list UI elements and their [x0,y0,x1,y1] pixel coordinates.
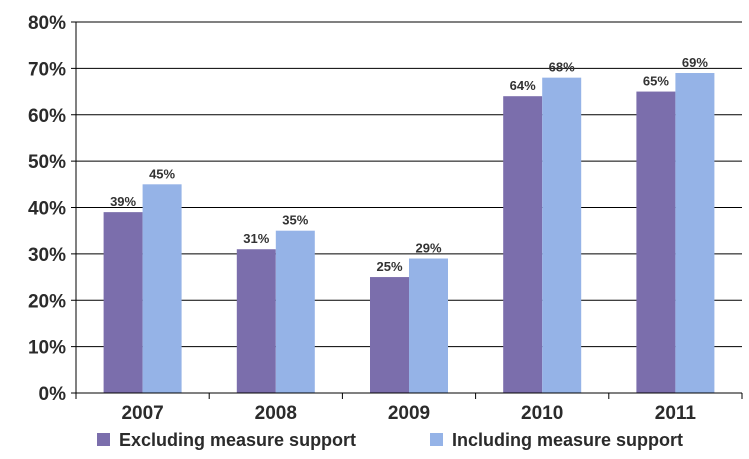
bar [370,277,409,393]
x-category-label: 2011 [655,403,697,424]
x-axis-category-labels: 2007 2008 2009 2010 2011 [121,403,696,424]
bar [236,249,276,393]
gridlines [76,21,742,348]
data-label: 25% [376,259,402,274]
legend-swatch [430,433,443,446]
legend-swatch [97,433,110,446]
legend-label: Excluding measure support [119,430,356,450]
y-tick-label: 60% [28,106,66,127]
data-label: 68% [549,60,575,75]
bar [503,96,543,393]
data-labels: 39% 45% 31% 35% 25% 29% 64% 68% 65% 69% [110,55,708,274]
x-category-label: 2007 [121,403,163,424]
data-label: 65% [643,74,669,89]
data-label: 39% [110,194,136,209]
y-tick-label: 20% [28,291,66,312]
bar [103,212,143,393]
x-category-label: 2008 [255,403,297,424]
data-label: 29% [415,241,441,256]
y-tick-label: 30% [28,245,66,266]
data-label: 31% [243,231,269,246]
bars [103,73,715,394]
legend: Excluding measure support Including measu… [97,430,683,450]
bar [636,91,676,393]
axes [71,21,743,399]
data-label: 45% [149,166,175,181]
data-label: 64% [510,78,536,93]
legend-label: Including measure support [452,430,683,450]
y-tick-label: 0% [39,384,67,405]
bar [542,77,582,394]
bar [675,73,715,393]
x-category-label: 2010 [521,403,563,424]
y-tick-label: 40% [28,199,66,220]
y-tick-label: 50% [28,152,66,173]
bar [142,184,182,393]
y-tick-label: 10% [28,338,66,359]
y-tick-label: 80% [28,13,66,34]
y-tick-label: 70% [28,59,66,80]
data-label: 35% [282,213,308,228]
bar [409,258,448,393]
y-axis-tick-labels: 0% 10% 20% 30% 40% 50% 60% 70% 80% [28,13,66,405]
x-category-label: 2009 [388,403,430,424]
data-label: 69% [682,55,708,70]
bar [275,230,315,393]
